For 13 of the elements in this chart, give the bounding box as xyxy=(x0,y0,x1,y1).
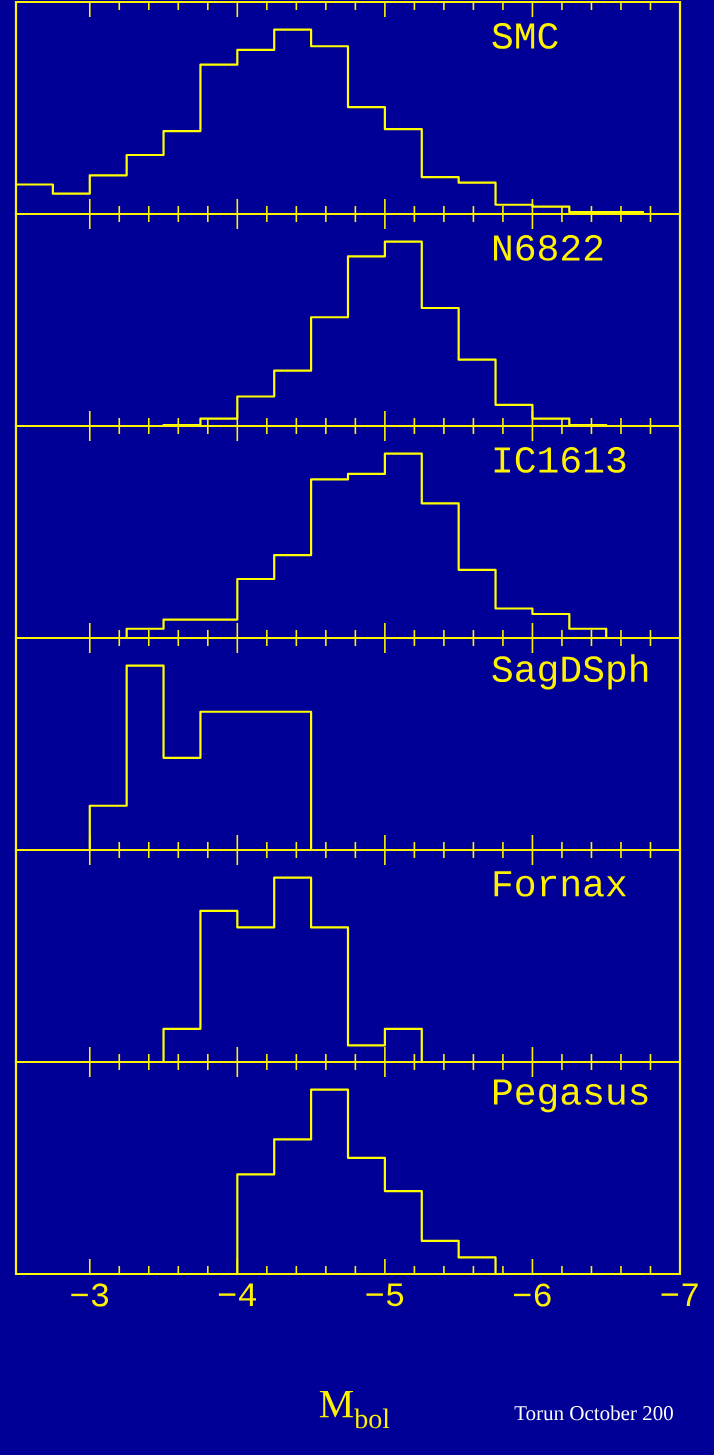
chart-title: Fornax xyxy=(494,871,626,897)
chart-title: SMC xyxy=(492,23,558,49)
chart-title: N6822 xyxy=(493,235,603,261)
chart-title: Pegasus xyxy=(493,1079,648,1113)
chart-title: IC1613 xyxy=(494,447,626,473)
text: Torun October 200 xyxy=(514,1405,673,1421)
x-tick-label: −4 xyxy=(218,1283,256,1306)
x-tick-label: −6 xyxy=(513,1283,551,1307)
x-axis-title: M$_{bol}$ xyxy=(319,1391,390,1429)
x-tick-label: −7 xyxy=(661,1283,698,1306)
x-tick-label: −5 xyxy=(366,1283,404,1307)
x-tick-label: −3 xyxy=(71,1283,109,1307)
chart-title: SagDSph xyxy=(492,654,648,690)
